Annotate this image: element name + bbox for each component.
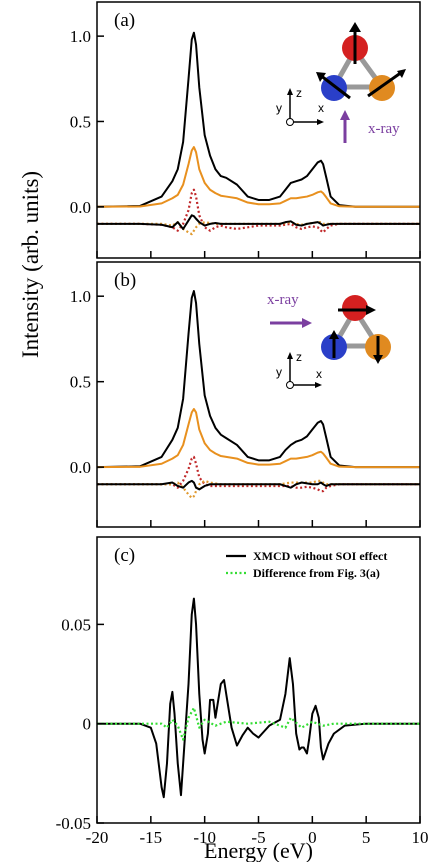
axis-letter: z bbox=[296, 350, 302, 364]
plot-frame bbox=[96, 261, 421, 528]
inset-a bbox=[286, 22, 406, 143]
series-line bbox=[97, 214, 420, 230]
panel-label: (b) bbox=[114, 270, 136, 291]
x-axis-label: Energy (eV) bbox=[204, 838, 313, 862]
series-line bbox=[96, 408, 420, 469]
x-tick-label: 0 bbox=[308, 828, 317, 847]
x-tick-label: -10 bbox=[193, 828, 216, 847]
series-line bbox=[96, 290, 420, 469]
y-tick-label: 0.5 bbox=[70, 112, 91, 131]
y-tick-label: 0.05 bbox=[61, 615, 91, 634]
x-tick-label: -20 bbox=[86, 828, 109, 847]
y-tick-label: 0.0 bbox=[70, 198, 91, 217]
x-tick-label: 10 bbox=[412, 828, 429, 847]
y-axis-label: Intensity (arb. units) bbox=[18, 171, 43, 358]
panel-label: (a) bbox=[114, 10, 135, 31]
y-tick-label: 1.0 bbox=[70, 287, 91, 306]
series-line bbox=[96, 146, 420, 208]
plots: 0.0 0.5 1.0 (a) 0.0 0.5 1.0 (b) Intensity (arb. … bbox=[18, 1, 429, 862]
y-tick-label: 1.0 bbox=[70, 27, 91, 46]
y-tick-label: -0.05 bbox=[56, 814, 91, 833]
axis-letter: y bbox=[276, 365, 282, 379]
inset-b bbox=[270, 295, 391, 389]
series-line bbox=[97, 597, 420, 799]
series-line bbox=[97, 479, 420, 491]
series-line bbox=[97, 706, 420, 741]
x-tick-label: -15 bbox=[139, 828, 162, 847]
y-tick-label: 0.5 bbox=[70, 373, 91, 392]
series-line bbox=[96, 31, 420, 208]
axis-letter: x bbox=[316, 367, 322, 381]
axis-letter: y bbox=[276, 101, 282, 115]
legend-label: XMCD without SOI effect bbox=[253, 549, 387, 563]
panel-label: (c) bbox=[114, 545, 135, 566]
legend-label: Difference from Fig. 3(a) bbox=[253, 566, 380, 580]
y-tick-label: 0.0 bbox=[70, 458, 91, 477]
annotation: x-ray bbox=[267, 292, 299, 308]
series-line bbox=[97, 188, 420, 234]
axis-letter: z bbox=[296, 86, 302, 100]
y-tick-label: 0 bbox=[83, 715, 92, 734]
series-line bbox=[97, 455, 420, 493]
x-tick-label: 5 bbox=[362, 828, 371, 847]
axis-letter: x bbox=[318, 101, 324, 115]
x-tick-label: -5 bbox=[251, 828, 265, 847]
annotation: x-ray bbox=[368, 121, 400, 137]
